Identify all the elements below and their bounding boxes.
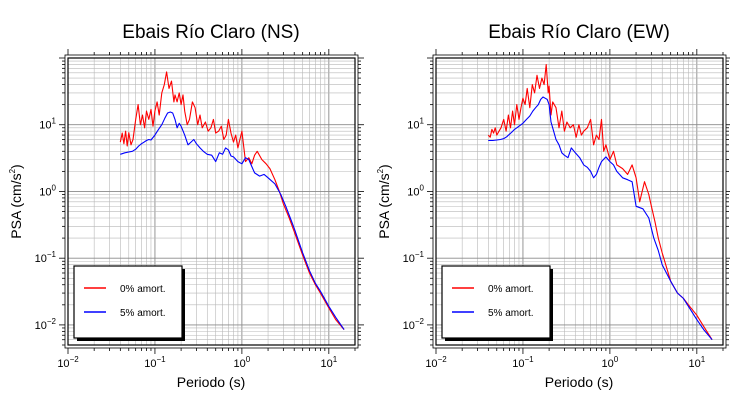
chart-panel-0: 10−2 10−1 100 101 10−2 10−1 100 101 Ebais Río Cl…: [8, 22, 364, 390]
y-tick-label: 101: [407, 117, 424, 132]
y-tick-label: 10−1: [403, 250, 425, 265]
legend-label-0: 0% amort.: [120, 284, 166, 295]
legend-box: [73, 265, 183, 339]
x-tick-label: 10−1: [512, 355, 534, 370]
legend: 0% amort. 5% amort.: [73, 265, 185, 341]
chart-title: Ebais Río Claro (EW): [488, 22, 670, 43]
y-axis-label: PSA (cm/s2): [8, 164, 24, 238]
legend-label-1: 5% amort.: [120, 308, 166, 319]
legend: 0% amort. 5% amort.: [441, 265, 553, 341]
plot-frame: [67, 57, 356, 346]
x-tick-label: 10−2: [57, 355, 79, 370]
chart-title: Ebais Río Claro (NS): [122, 22, 299, 43]
x-tick-label: 101: [320, 355, 337, 370]
x-tick-label: 10−1: [144, 355, 166, 370]
series-line-1: [120, 111, 345, 330]
y-tick-label: 100: [407, 183, 424, 198]
x-tick-label: 100: [602, 355, 619, 370]
y-axis-label: PSA (cm/s2): [376, 164, 392, 238]
series-line-1: [488, 96, 713, 341]
x-tick-label: 10−2: [425, 355, 447, 370]
y-tick-label: 101: [39, 117, 56, 132]
tick-marks: [59, 49, 364, 354]
legend-label-1: 5% amort.: [488, 308, 534, 319]
series-line-0: [119, 71, 345, 330]
chart-panel-1: 10−2 10−1 100 101 10−2 10−1 100 101 Ebais Río Cl…: [376, 22, 730, 390]
legend-box: [441, 265, 551, 339]
y-tick-label: 10−2: [35, 317, 57, 332]
x-axis-label: Periodo (s): [177, 374, 245, 390]
y-tick-label: 100: [39, 183, 56, 198]
x-tick-label: 100: [234, 355, 251, 370]
y-tick-label: 10−1: [35, 250, 57, 265]
legend-label-0: 0% amort.: [488, 284, 534, 295]
series-line-0: [487, 63, 713, 340]
tick-marks: [427, 49, 730, 354]
x-axis-label: Periodo (s): [545, 374, 613, 390]
plot-frame: [435, 57, 724, 346]
y-tick-label: 10−2: [403, 317, 425, 332]
x-tick-label: 101: [688, 355, 705, 370]
